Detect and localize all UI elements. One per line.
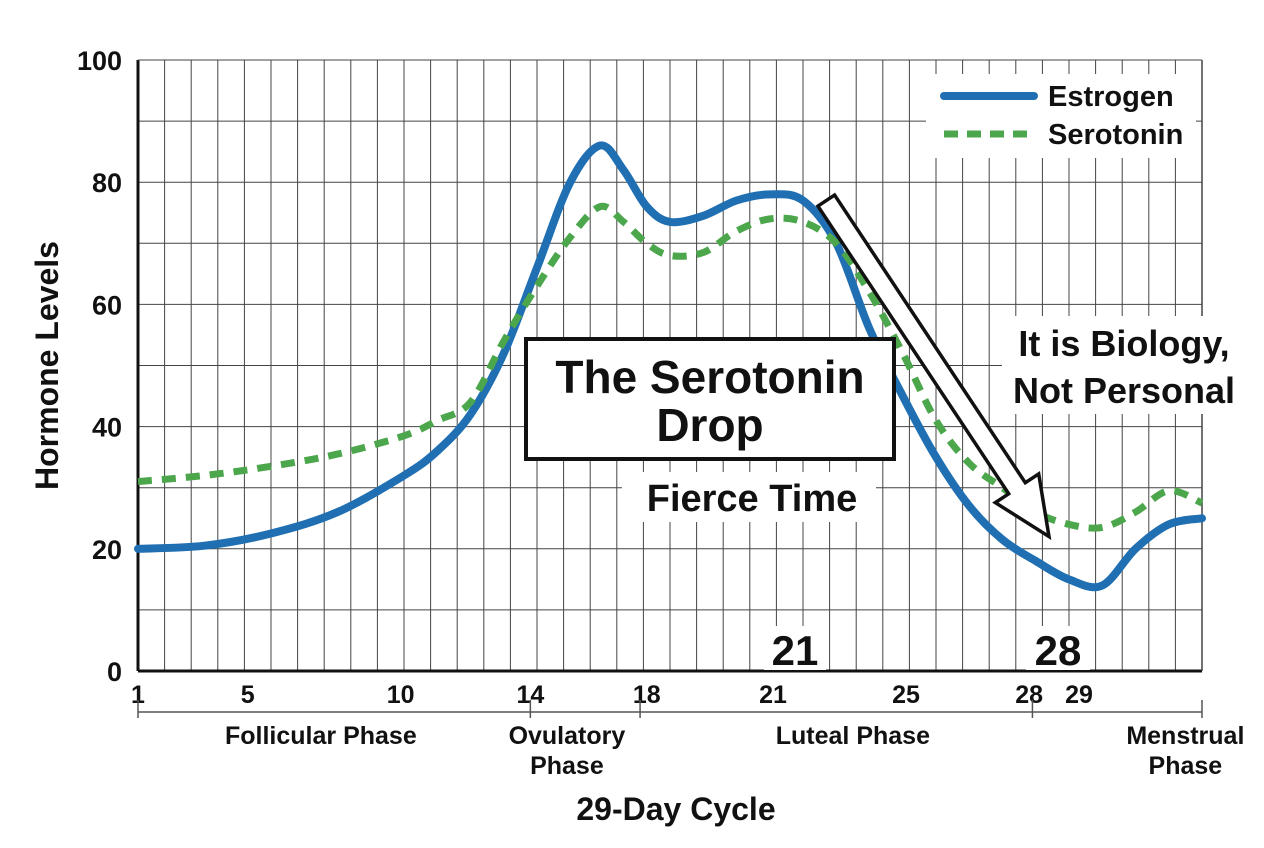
x-tick-label: 5 [241,681,255,709]
y-tick-label: 40 [92,413,122,443]
phase-label-line: Menstrual [1126,722,1244,750]
side-text-line: Not Personal [1013,370,1235,411]
phase-label: Follicular Phase [225,722,417,750]
series-line-estrogen [134,141,1206,592]
y-tick-label: 0 [107,657,122,687]
phase-label-line: Ovulatory [509,722,626,750]
subtitle-backdrop [622,472,876,522]
x-tick-label: 25 [892,681,920,709]
y-tick-label: 100 [77,46,122,76]
x-tick-label: 21 [759,681,787,709]
x-tick-label: 10 [387,681,415,709]
day-marker-28: 28 [1035,627,1082,674]
series-line-serotonin [137,202,1204,532]
x-tick-label: 29 [1065,681,1093,709]
day-marker-21: 21 [772,627,819,674]
annotation-box [524,337,896,461]
day-marker-backdrop [764,626,826,670]
legend-label-estrogen: Estrogen [1048,81,1174,113]
day-marker-backdrop [1026,626,1090,670]
legend-backdrop [926,74,1196,158]
phase-label: Ovulatory Phase [509,722,626,780]
annotation-subtitle: Fierce Time [647,478,858,520]
phase-label-line: Phase [530,752,604,780]
legend: Estrogen Serotonin [926,74,1196,158]
y-tick-label: 80 [92,168,122,198]
annotation-box-title-line: The Serotonin [555,351,864,403]
y-tick-label: 60 [92,290,122,320]
y-axis-title: Hormone Levels [29,241,65,490]
y-tick-label: 20 [92,535,122,565]
side-text-line: It is Biology, [1018,323,1229,364]
drop-arrow [815,192,1052,541]
series-lines [134,141,1206,592]
legend-label-serotonin: Serotonin [1048,119,1183,151]
phase-label-line: Phase [1149,752,1223,780]
x-tick-label: 1 [131,681,145,709]
annotation-box-title-line: Drop [656,399,763,451]
side-text-backdrop [1002,316,1246,414]
phase-label: Menstrual Phase [1126,722,1244,780]
x-tick-label: 28 [1015,681,1043,709]
phase-label: Luteal Phase [776,722,930,750]
x-tick-label: 18 [633,681,661,709]
x-axis-title: 29-Day Cycle [576,791,775,827]
